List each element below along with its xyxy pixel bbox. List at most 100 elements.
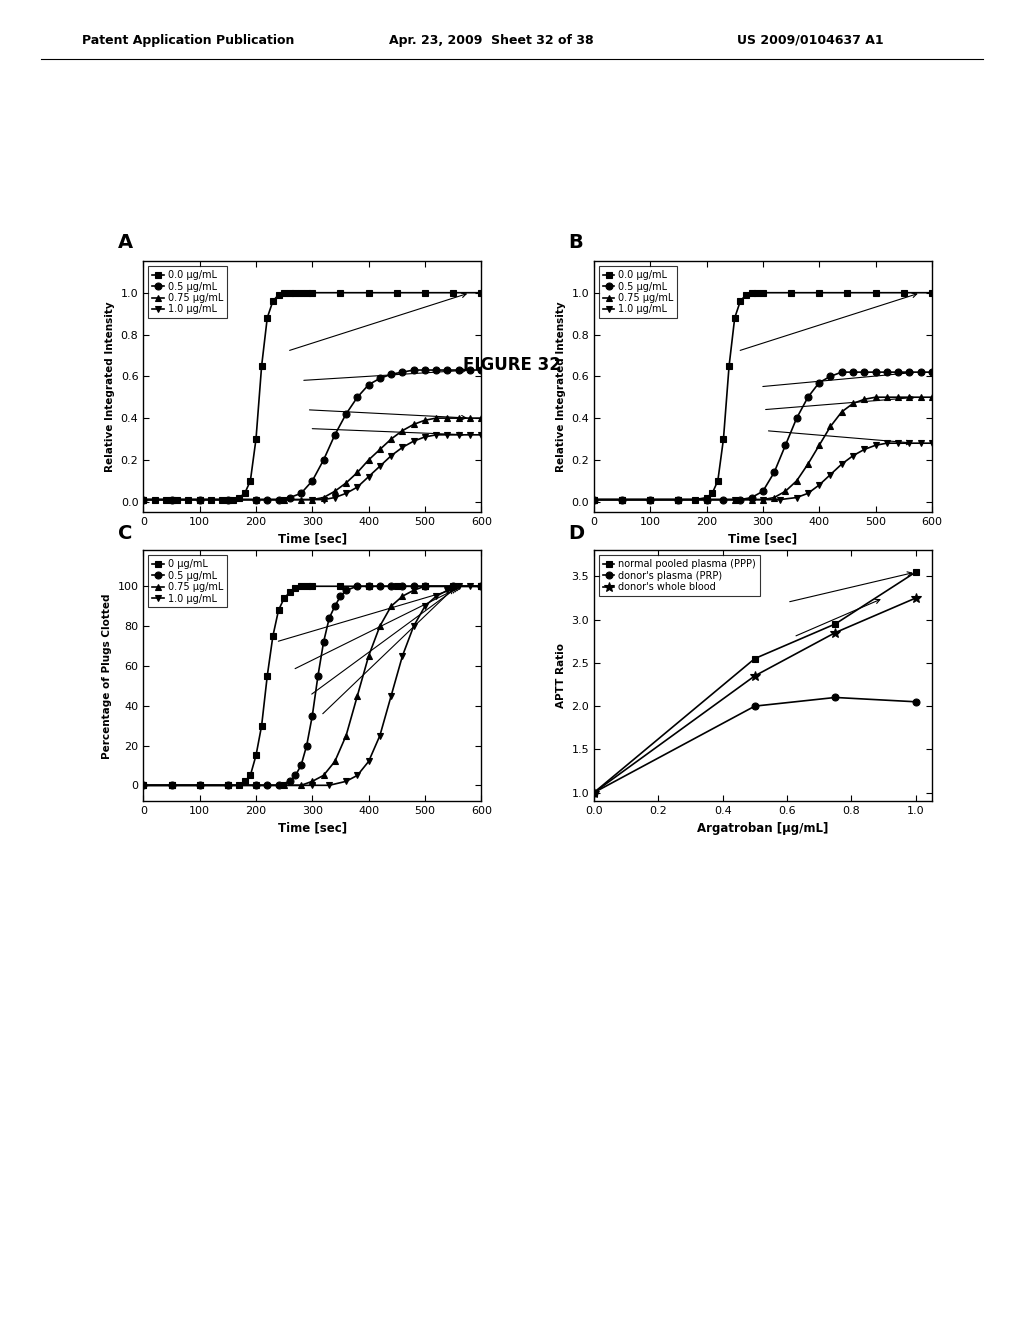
0.75 μg/mL bbox=[279, 491, 291, 507]
0.75 μg/mL bbox=[351, 465, 364, 480]
1.0 μg/mL bbox=[137, 777, 150, 793]
0.5 μg/mL bbox=[734, 491, 746, 507]
0.0 μg/mL bbox=[279, 285, 291, 301]
0.5 μg/mL bbox=[194, 777, 206, 793]
1.0 μg/mL bbox=[430, 426, 442, 442]
0.5 μg/mL bbox=[295, 486, 307, 502]
0.5 μg/mL bbox=[717, 491, 729, 507]
1.0 μg/mL bbox=[672, 491, 684, 507]
0.5 μg/mL bbox=[813, 375, 825, 391]
1.0 μg/mL bbox=[250, 491, 262, 507]
0.75 μg/mL bbox=[588, 491, 600, 507]
0 μg/mL bbox=[290, 581, 302, 597]
0.0 μg/mL bbox=[233, 490, 246, 506]
0.5 μg/mL bbox=[329, 426, 341, 442]
0.0 μg/mL bbox=[717, 432, 729, 447]
0.5 μg/mL bbox=[250, 491, 262, 507]
1.0 μg/mL bbox=[166, 491, 178, 507]
0.5 μg/mL bbox=[324, 610, 336, 626]
0.5 μg/mL bbox=[261, 777, 273, 793]
0 μg/mL bbox=[362, 578, 375, 594]
0.0 μg/mL bbox=[644, 491, 656, 507]
0.75 μg/mL bbox=[757, 491, 769, 507]
0.5 μg/mL bbox=[903, 364, 915, 380]
0.5 μg/mL bbox=[295, 758, 307, 774]
1.0 μg/mL bbox=[453, 426, 465, 442]
donor's plasma (PRP) bbox=[749, 698, 761, 714]
0.5 μg/mL bbox=[351, 578, 364, 594]
1.0 μg/mL bbox=[644, 491, 656, 507]
0.75 μg/mL bbox=[295, 491, 307, 507]
normal pooled plasma (PPP) bbox=[829, 616, 842, 632]
1.0 μg/mL bbox=[774, 491, 786, 507]
0.0 μg/mL bbox=[216, 491, 228, 507]
0.5 μg/mL bbox=[261, 491, 273, 507]
0.5 μg/mL bbox=[166, 777, 178, 793]
1.0 μg/mL bbox=[408, 433, 420, 449]
Text: FIGURE 32: FIGURE 32 bbox=[463, 355, 561, 374]
0.75 μg/mL bbox=[847, 396, 859, 412]
normal pooled plasma (PPP) bbox=[909, 564, 922, 579]
1.0 μg/mL bbox=[374, 458, 386, 474]
1.0 μg/mL bbox=[847, 447, 859, 463]
Text: C: C bbox=[118, 524, 132, 543]
0.75 μg/mL bbox=[802, 457, 814, 473]
1.0 μg/mL bbox=[362, 754, 375, 770]
0.0 μg/mL bbox=[706, 486, 718, 502]
Line: 0.75 μg/mL: 0.75 μg/mL bbox=[140, 414, 484, 503]
0.5 μg/mL bbox=[137, 491, 150, 507]
0.75 μg/mL bbox=[166, 777, 178, 793]
Y-axis label: Relative Integrated Intensity: Relative Integrated Intensity bbox=[105, 301, 115, 473]
1.0 μg/mL bbox=[869, 437, 882, 453]
0.0 μg/mL bbox=[475, 285, 487, 301]
0.5 μg/mL bbox=[284, 774, 296, 789]
0.5 μg/mL bbox=[847, 364, 859, 380]
0.5 μg/mL bbox=[396, 364, 409, 380]
1.0 μg/mL bbox=[419, 429, 431, 445]
0.5 μg/mL bbox=[824, 368, 837, 384]
0.0 μg/mL bbox=[672, 491, 684, 507]
Text: Apr. 23, 2009  Sheet 32 of 38: Apr. 23, 2009 Sheet 32 of 38 bbox=[389, 33, 594, 46]
0.75 μg/mL bbox=[362, 451, 375, 467]
0.0 μg/mL bbox=[419, 285, 431, 301]
1.0 μg/mL bbox=[430, 589, 442, 605]
0.5 μg/mL bbox=[644, 491, 656, 507]
0.75 μg/mL bbox=[329, 483, 341, 499]
0.75 μg/mL bbox=[453, 411, 465, 426]
0.0 μg/mL bbox=[700, 490, 713, 506]
0.5 μg/mL bbox=[385, 578, 397, 594]
0.75 μg/mL bbox=[791, 473, 803, 488]
0.75 μg/mL bbox=[194, 491, 206, 507]
X-axis label: Argatroban [μg/mL]: Argatroban [μg/mL] bbox=[697, 821, 828, 834]
0.5 μg/mL bbox=[768, 465, 780, 480]
0.0 μg/mL bbox=[712, 473, 724, 488]
0.0 μg/mL bbox=[334, 285, 346, 301]
1.0 μg/mL bbox=[475, 426, 487, 442]
1.0 μg/mL bbox=[858, 441, 870, 457]
0.0 μg/mL bbox=[391, 285, 403, 301]
0.75 μg/mL bbox=[728, 491, 740, 507]
0.0 μg/mL bbox=[362, 285, 375, 301]
0.0 μg/mL bbox=[813, 285, 825, 301]
Y-axis label: Percentage of Plugs Clotted: Percentage of Plugs Clotted bbox=[102, 593, 112, 759]
0.75 μg/mL bbox=[317, 490, 330, 506]
0 μg/mL bbox=[233, 777, 246, 793]
donor's whole blood bbox=[829, 624, 842, 640]
0.75 μg/mL bbox=[385, 432, 397, 447]
0.0 μg/mL bbox=[723, 358, 735, 374]
1.0 μg/mL bbox=[306, 777, 318, 793]
0.5 μg/mL bbox=[306, 473, 318, 488]
1.0 μg/mL bbox=[813, 477, 825, 492]
0.5 μg/mL bbox=[329, 598, 341, 614]
0.75 μg/mL bbox=[222, 777, 234, 793]
1.0 μg/mL bbox=[137, 491, 150, 507]
0.5 μg/mL bbox=[290, 767, 302, 783]
0.5 μg/mL bbox=[166, 491, 178, 507]
1.0 μg/mL bbox=[419, 598, 431, 614]
X-axis label: Time [sec]: Time [sec] bbox=[278, 532, 347, 545]
0.5 μg/mL bbox=[615, 491, 628, 507]
0.5 μg/mL bbox=[362, 376, 375, 392]
Y-axis label: Relative Integrated Intensity: Relative Integrated Intensity bbox=[556, 301, 565, 473]
0.5 μg/mL bbox=[858, 364, 870, 380]
0.0 μg/mL bbox=[784, 285, 797, 301]
